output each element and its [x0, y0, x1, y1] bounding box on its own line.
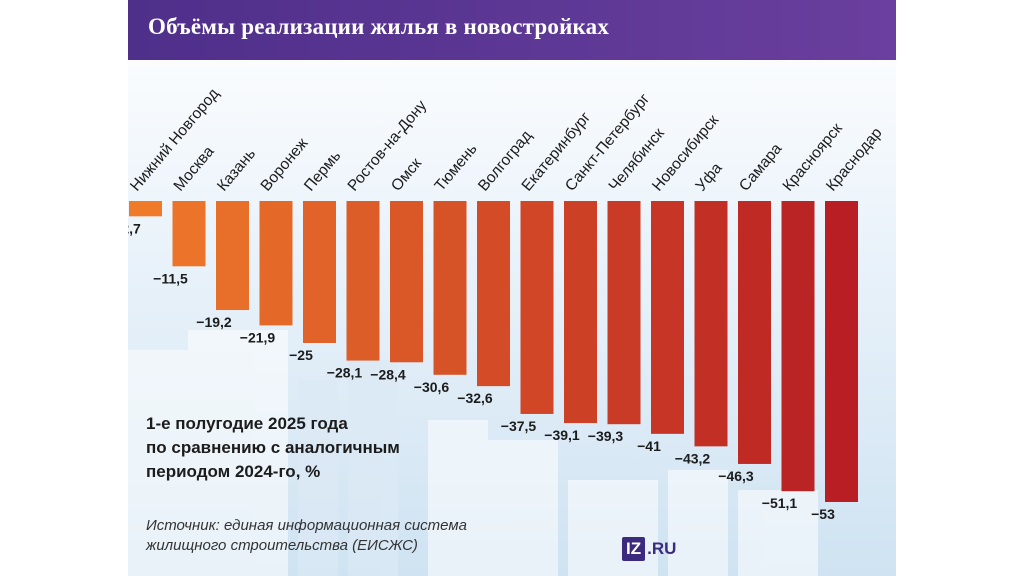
bar-4 — [259, 201, 293, 326]
logo-text: .RU — [647, 539, 677, 558]
category-label-15: Самара — [736, 140, 786, 195]
value-label-8: −30,6 — [414, 379, 450, 395]
bar-6 — [346, 201, 380, 361]
category-label-7: Омск — [388, 155, 425, 195]
bar-11 — [564, 201, 597, 424]
category-label-2: Москва — [171, 143, 218, 195]
izru-logo: IZ .RU — [622, 537, 676, 561]
value-label-10: −37,5 — [501, 418, 537, 434]
bar-9 — [477, 201, 510, 387]
bar-2 — [172, 201, 206, 267]
subtitle-line-1: 1-е полугодие 2025 года — [146, 414, 348, 433]
value-label-9: −32,6 — [457, 390, 493, 406]
bar-10 — [520, 201, 554, 414]
value-label-5: −25 — [289, 347, 313, 363]
category-label-3: Казань — [214, 145, 259, 194]
subtitle-line-3: периодом 2024-го, % — [146, 462, 321, 481]
bar-17 — [825, 201, 858, 502]
category-label-6: Ростов-на-Дону — [345, 97, 431, 195]
value-label-16: −51,1 — [762, 495, 798, 511]
value-label-6: −28,1 — [327, 365, 363, 381]
value-label-15: −46,3 — [718, 468, 754, 484]
category-label-8: Тюмень — [432, 141, 481, 195]
value-label-17: −53 — [811, 506, 835, 522]
bar-1 — [129, 201, 162, 217]
bar-8 — [433, 201, 467, 375]
bar-16 — [781, 201, 815, 492]
chart-title: Объёмы реализации жилья в новостройках — [148, 14, 610, 39]
bar-7 — [390, 201, 423, 363]
bar-14 — [694, 201, 728, 447]
background-buildings — [128, 330, 818, 576]
value-label-7: −28,4 — [370, 366, 406, 382]
value-label-3: −19,2 — [196, 314, 232, 330]
source-line-1: Источник: единая информационная система — [146, 517, 467, 534]
source-note: Источник: единая информационная система … — [146, 516, 546, 556]
logo-mark: IZ — [622, 537, 646, 561]
value-label-12: −39,3 — [588, 428, 624, 444]
subtitle-line-2: по сравнению с аналогичным — [146, 438, 400, 457]
value-label-13: −41 — [637, 438, 661, 454]
bar-5 — [303, 201, 336, 343]
bar-3 — [216, 201, 249, 311]
bar-15 — [738, 201, 771, 464]
value-label-11: −39,1 — [544, 427, 580, 443]
value-label-14: −43,2 — [675, 450, 711, 466]
source-line-2: жилищного строительства (ЕИСЖС) — [146, 537, 418, 554]
value-label-1: −2,7 — [128, 220, 141, 236]
category-label-14: Уфа — [693, 159, 726, 194]
bar-13 — [651, 201, 684, 434]
value-label-4: −21,9 — [240, 329, 276, 345]
bar-12 — [607, 201, 641, 425]
value-label-2: −11,5 — [153, 270, 188, 286]
title-banner: Объёмы реализации жилья в новостройках — [128, 0, 896, 60]
category-label-5: Пермь — [301, 148, 344, 195]
chart-subtitle: 1-е полугодие 2025 года по сравнению с а… — [146, 412, 476, 484]
